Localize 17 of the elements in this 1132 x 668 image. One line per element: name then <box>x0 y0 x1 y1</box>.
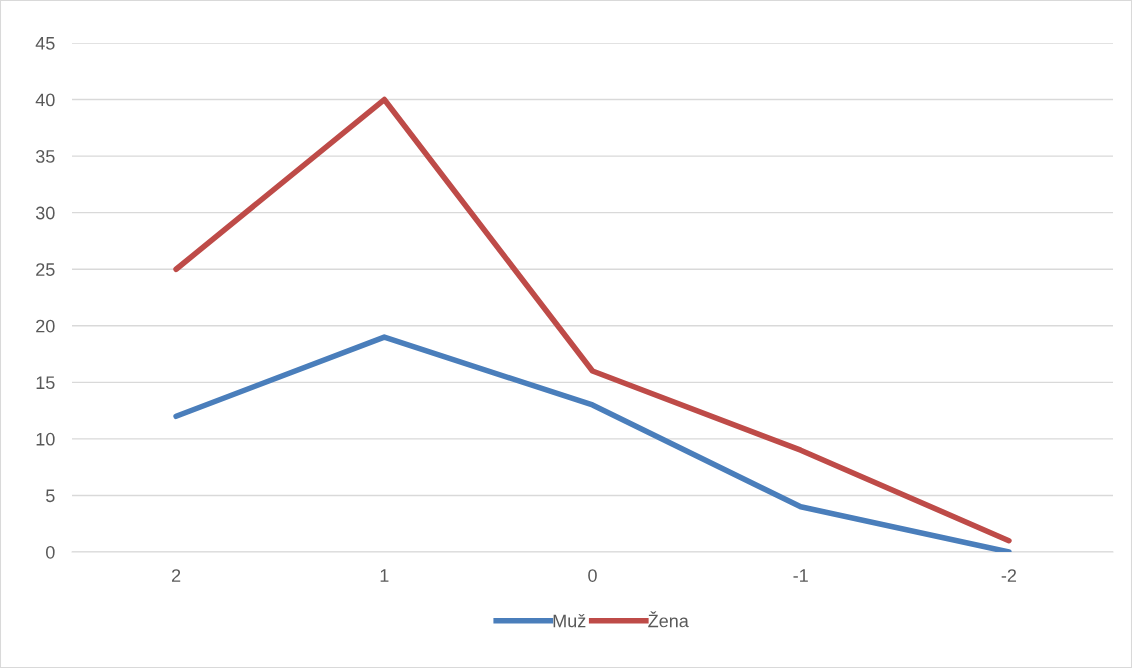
y-tick-label: 0 <box>46 545 55 559</box>
y-tick-label: 35 <box>35 150 55 163</box>
y-tick-label: 25 <box>36 263 55 276</box>
x-tick-label: -1 <box>793 569 808 582</box>
x-tick-label: 1 <box>380 569 389 582</box>
legend-label: Muž <box>553 614 586 628</box>
y-tick-label: 30 <box>35 206 55 220</box>
y-tick-label: 15 <box>36 376 55 390</box>
y-tick-label: 45 <box>35 37 55 50</box>
legend-label: Žena <box>648 611 689 628</box>
y-tick-label: 40 <box>35 93 55 107</box>
y-tick-label: 5 <box>46 489 55 503</box>
x-tick-label: 2 <box>171 569 181 582</box>
x-tick-label: 0 <box>588 569 597 582</box>
y-tick-label: 20 <box>36 319 55 333</box>
x-tick-label: -2 <box>1001 569 1017 582</box>
y-tick-label: 10 <box>36 432 55 446</box>
